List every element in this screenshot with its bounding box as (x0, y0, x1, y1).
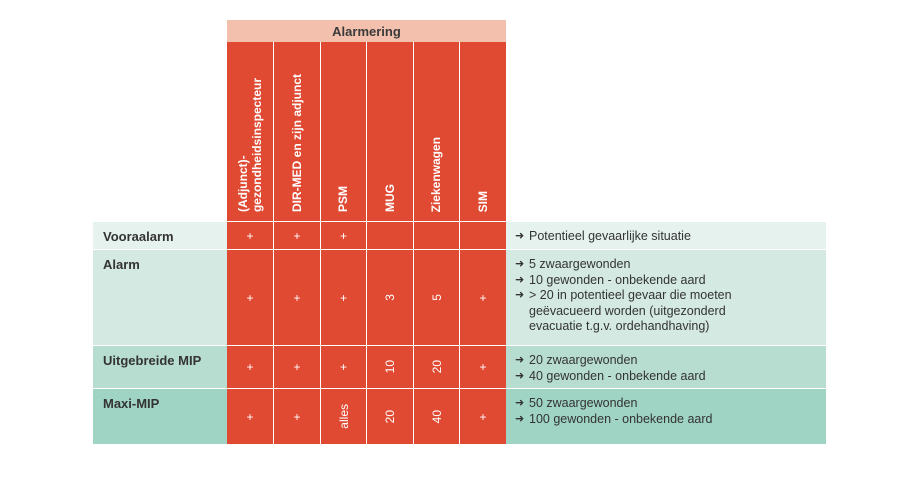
arrow-right-icon: ➜ (515, 397, 525, 409)
row-divider (93, 249, 826, 250)
table-cell: 20 (414, 346, 459, 388)
row-divider (93, 388, 826, 389)
table-cell: + (293, 360, 301, 374)
list-item: ➜ Potentieel gevaarlijke situatie (515, 229, 691, 243)
table-cell: + (293, 228, 301, 243)
list-item: ➜ 20 zwaargewonden (515, 353, 638, 367)
arrow-right-icon: ➜ (515, 354, 525, 366)
table-cell: + (339, 290, 347, 305)
column-divider (459, 42, 460, 444)
list-item-continuation: geëvacueerd worden (uitgezonderd (529, 303, 726, 318)
arrow-right-icon: ➜ (515, 369, 525, 382)
table-cell: + (339, 228, 347, 243)
table-cell: + (246, 360, 254, 374)
row-desc-maxi-mip: ➜ 50 zwaargewonden ➜ 100 gewonden - onbeke… (506, 389, 826, 444)
cell-value: 5 (429, 294, 444, 301)
table-cell (460, 222, 506, 249)
list-item: ➜ > 20 in potentieel gevaar die moeten (515, 288, 732, 302)
arrow-right-icon: ➜ (515, 412, 525, 425)
table-cell: 5 (414, 250, 459, 345)
table-cell: + (246, 290, 254, 305)
arrow-right-icon: ➜ (515, 273, 525, 286)
list-item: ➜ 5 zwaargewonden (515, 257, 631, 271)
table-cell: + (293, 290, 301, 305)
cell-value: 3 (383, 294, 397, 301)
row-label-uitgebreide-mip: Uitgebreide MIP (93, 346, 227, 388)
table-cell: + (293, 409, 301, 424)
cell-value: 40 (429, 409, 444, 424)
table-cell (367, 222, 413, 249)
row-divider (93, 221, 826, 222)
cell-value: 20 (383, 409, 397, 424)
row-desc-alarm: ➜ 5 zwaargewonden ➜ 10 gewonden - onbekend… (506, 250, 826, 345)
column-divider (320, 42, 321, 444)
arrow-right-icon: ➜ (515, 230, 525, 242)
list-item: ➜ 10 gewonden - onbekende aard (515, 272, 706, 287)
arrow-right-icon: ➜ (515, 258, 525, 270)
row-label-maxi-mip: Maxi-MIP (93, 389, 227, 444)
column-header-gezondheidsinspecteur: (Adjunct)- gezondheidsinspecteur (236, 77, 264, 212)
table-cell: + (479, 360, 487, 374)
column-header-psm: PSM (336, 185, 350, 212)
column-divider (273, 42, 274, 444)
column-divider (413, 42, 414, 444)
table-cell: + (246, 409, 254, 424)
column-header-dir-med: DIR-MED en zijn adjunct (289, 74, 304, 212)
list-item: ➜ 50 zwaargewonden (515, 396, 638, 410)
table-cell: 40 (414, 389, 459, 444)
cell-value: alles (336, 404, 351, 429)
row-divider (93, 345, 826, 346)
table-cell (414, 222, 459, 249)
list-item: ➜ 40 gewonden - onbekende aard (515, 368, 706, 383)
column-divider (366, 42, 367, 444)
arrow-right-icon: ➜ (515, 289, 525, 301)
cell-value: 10 (383, 360, 397, 374)
cell-value: 20 (429, 360, 444, 374)
alarmering-header: Alarmering (227, 20, 506, 42)
column-header-sim: SIM (475, 190, 490, 212)
column-header-ziekenwagen: Ziekenwagen (429, 136, 443, 212)
table-cell: + (246, 228, 254, 243)
row-desc-uitgebreide-mip: ➜ 20 zwaargewonden ➜ 40 gewonden - onbeken… (506, 346, 826, 388)
list-item: ➜ 100 gewonden - onbekende aard (515, 411, 713, 426)
table-cell: 20 (367, 389, 413, 444)
table-cell: alles (321, 389, 366, 444)
column-header-mug: MUG (382, 184, 397, 212)
table-cell: + (339, 360, 347, 374)
row-label-vooraalarm: Vooraalarm (93, 222, 227, 249)
table-cell: + (479, 409, 487, 424)
list-item-continuation: evacuatie t.g.v. ordehandhaving) (529, 319, 710, 333)
table-cell: 10 (367, 346, 413, 388)
table-cell: + (479, 290, 487, 305)
row-label-alarm: Alarm (93, 250, 227, 345)
row-desc-vooraalarm: ➜ Potentieel gevaarlijke situatie (506, 222, 826, 249)
table-cell: 3 (367, 250, 413, 345)
